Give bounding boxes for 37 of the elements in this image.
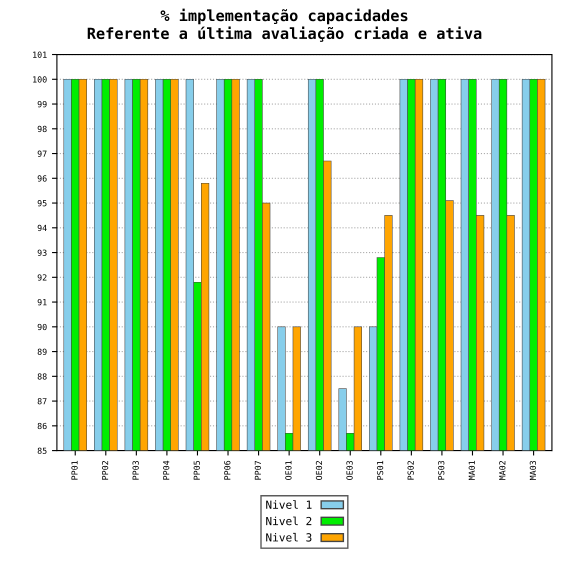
x-tick-label: PP04 bbox=[163, 460, 170, 480]
x-tick-label: PS03 bbox=[438, 460, 444, 480]
x-tick-label: MA02 bbox=[499, 461, 506, 480]
x-tick-label: PP06 bbox=[224, 460, 230, 480]
x-tick-label: PP01 bbox=[71, 460, 78, 480]
legend-label: Nivel 3 bbox=[266, 532, 312, 542]
y-tick-label: 94 bbox=[38, 224, 47, 232]
y-tick-label: 96 bbox=[38, 175, 47, 182]
x-tick-label: PS01 bbox=[376, 460, 384, 480]
y-tick-label: 98 bbox=[38, 126, 47, 132]
chart-title: % implementação capacidades Referente a última avaliação criada e ativa bbox=[88, 8, 482, 42]
x-tick-label: PP07 bbox=[254, 460, 262, 480]
y-tick-label: 88 bbox=[38, 373, 47, 380]
x-tick-label: PP02 bbox=[102, 461, 108, 480]
x-tick-label: OE03 bbox=[346, 460, 353, 480]
y-tick-label: 100 bbox=[33, 76, 47, 83]
y-tick-label: 92 bbox=[38, 274, 46, 281]
y-tick-label: 90 bbox=[38, 324, 47, 330]
y-tick-label: 89 bbox=[38, 348, 47, 355]
y-tick-label: 101 bbox=[33, 52, 47, 58]
y-tick-label: 93 bbox=[38, 250, 47, 256]
y-tick-label: 85 bbox=[38, 448, 47, 454]
x-tick-label: PP03 bbox=[132, 460, 139, 480]
y-tick-label: 99 bbox=[38, 101, 47, 108]
x-tick-label: OE02 bbox=[316, 461, 322, 480]
y-tick-label: 95 bbox=[38, 200, 47, 206]
x-tick-label: PS02 bbox=[408, 461, 414, 480]
y-tick-label: 97 bbox=[38, 150, 47, 157]
y-tick-label: 91 bbox=[38, 299, 47, 306]
legend-label: Nivel 2 bbox=[266, 516, 312, 526]
x-tick-label: MA01 bbox=[468, 460, 475, 480]
legend-label: Nivel 1 bbox=[266, 500, 312, 509]
y-tick-label: 87 bbox=[38, 398, 47, 404]
y-tick-label: 86 bbox=[38, 422, 47, 430]
x-tick-label: PP05 bbox=[194, 460, 200, 480]
x-tick-label: OE01 bbox=[285, 460, 292, 480]
x-tick-label: MA03 bbox=[530, 460, 536, 480]
